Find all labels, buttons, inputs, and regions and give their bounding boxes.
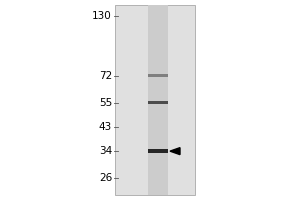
Text: 26: 26 [99, 173, 112, 183]
Bar [148, 126, 168, 129]
Bar [148, 149, 168, 153]
Text: 55: 55 [99, 98, 112, 108]
Bar [148, 5, 168, 195]
Text: 34: 34 [99, 146, 112, 156]
Text: 43: 43 [99, 122, 112, 132]
Text: K562: K562 [142, 0, 174, 1]
Text: 130: 130 [92, 11, 112, 21]
Bar [148, 101, 168, 104]
Text: 72: 72 [99, 71, 112, 81]
Bar [148, 74, 168, 77]
Polygon shape [170, 148, 180, 155]
Bar [115, 5, 195, 195]
